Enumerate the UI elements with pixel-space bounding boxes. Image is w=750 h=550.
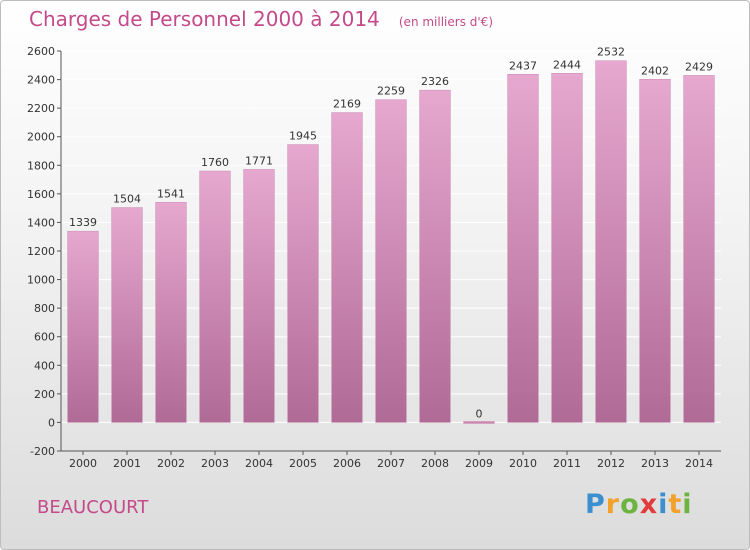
axes: -200 0 200 400 600 800 1000 1200 1400 1600 1800 200… — [27, 45, 721, 458]
x-tick-label-2005: 2005 — [289, 457, 317, 470]
x-tick-label-2002: 2002 — [157, 457, 185, 470]
bar-2009 — [463, 421, 495, 424]
y-tick-label: 600 — [34, 331, 55, 344]
logo-letter: o — [620, 489, 640, 520]
bar-2008 — [419, 89, 451, 423]
data-label-2013: 2402 — [641, 64, 669, 77]
data-label-2005: 1945 — [289, 130, 317, 143]
x-tick-label-2012: 2012 — [597, 457, 625, 470]
bar-2014 — [683, 75, 715, 423]
logo-letter: t — [668, 489, 683, 520]
data-label-2002: 1541 — [157, 187, 185, 200]
y-tick-label: 1400 — [27, 216, 55, 229]
bar-2010 — [507, 74, 539, 423]
logo-letter: i — [682, 489, 693, 520]
logo-letter: P — [585, 489, 606, 520]
data-label-2012: 2532 — [597, 46, 625, 59]
y-tick-label: 2200 — [27, 102, 55, 115]
x-tick-label-2001: 2001 — [113, 457, 141, 470]
y-tick-label: 1800 — [27, 159, 55, 172]
proxiti-logo[interactable]: Proxiti — [585, 489, 693, 520]
y-tick-label: 0 — [48, 416, 55, 429]
y-tick-label: 1600 — [27, 188, 55, 201]
x-tick-label-2000: 2000 — [69, 457, 97, 470]
bar-2003 — [199, 170, 231, 423]
data-label-2010: 2437 — [509, 59, 537, 72]
bar-2011 — [551, 73, 583, 423]
x-tick-label-2014: 2014 — [685, 457, 713, 470]
x-tick-label-2008: 2008 — [421, 457, 449, 470]
y-tick-label: 2400 — [27, 74, 55, 87]
bar-2004 — [243, 169, 275, 423]
logo-letter: i — [658, 489, 669, 520]
bar-2005 — [287, 144, 319, 423]
title-unit: (en milliers d'€) — [398, 15, 493, 29]
bar-2007 — [375, 99, 407, 423]
y-tick-label: 2600 — [27, 45, 55, 58]
data-label-2008: 2326 — [421, 75, 449, 88]
x-tick-label-2003: 2003 — [201, 457, 229, 470]
data-label-2006: 2169 — [333, 98, 361, 111]
y-tick-label: 1200 — [27, 245, 55, 258]
y-tick-label: -200 — [30, 445, 55, 458]
x-tick-label-2006: 2006 — [333, 457, 361, 470]
data-label-2014: 2429 — [685, 60, 713, 73]
data-label-2007: 2259 — [377, 85, 405, 98]
bars — [67, 60, 715, 424]
bar-2002 — [155, 202, 187, 423]
commune-name: BEAUCOURT — [37, 497, 149, 518]
x-tick-label-2009: 2009 — [465, 457, 493, 470]
y-tick-label: 1000 — [27, 274, 55, 287]
logo-letter: r — [605, 489, 621, 520]
data-label-2011: 2444 — [553, 58, 581, 71]
y-tick-label: 800 — [34, 302, 55, 315]
labels: 1339 2000 1504 2001 1541 2002 1760 2003 1771 2004… — [69, 46, 713, 470]
bar-2006 — [331, 112, 363, 423]
logo-letter: x — [639, 489, 659, 520]
x-tick-label-2013: 2013 — [641, 457, 669, 470]
x-tick-label-2010: 2010 — [509, 457, 537, 470]
y-tick-label: 400 — [34, 359, 55, 372]
data-label-2004: 1771 — [245, 154, 273, 167]
chart-title: Charges de Personnel 2000 à 2014 (en mil… — [29, 7, 493, 31]
x-tick-label-2004: 2004 — [245, 457, 273, 470]
y-tick-label: 2000 — [27, 131, 55, 144]
title-main: Charges de Personnel 2000 à 2014 — [29, 7, 380, 31]
data-label-2000: 1339 — [69, 216, 97, 229]
x-tick-label-2011: 2011 — [553, 457, 581, 470]
bar-2013 — [639, 79, 671, 423]
data-label-2009: 0 — [476, 407, 483, 420]
bar-2012 — [595, 60, 627, 423]
data-label-2001: 1504 — [113, 193, 141, 206]
x-tick-label-2007: 2007 — [377, 457, 405, 470]
y-tick-label: 200 — [34, 388, 55, 401]
data-label-2003: 1760 — [201, 156, 229, 169]
bar-2001 — [111, 207, 143, 423]
bar-2000 — [67, 230, 99, 423]
